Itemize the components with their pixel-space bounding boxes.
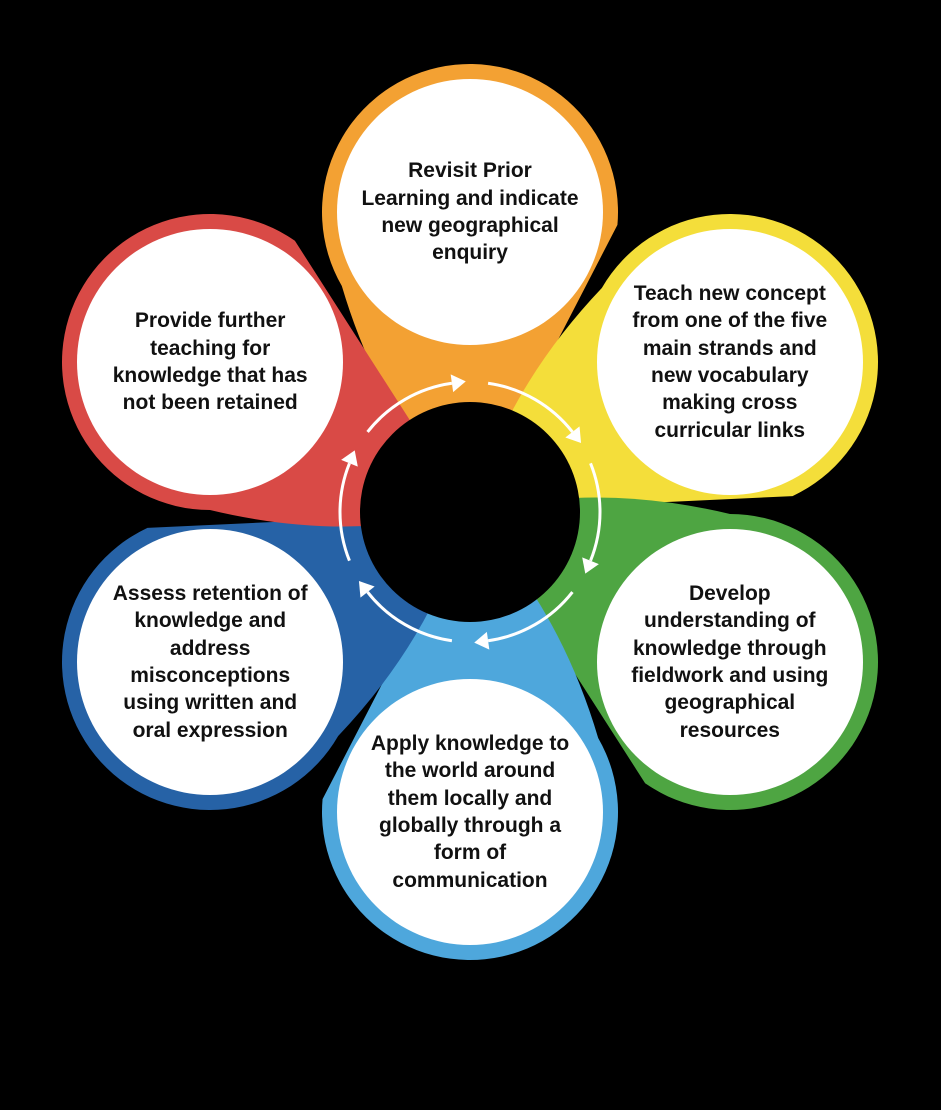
cycle-arrow-ring [320, 362, 620, 662]
petal-label-2: Develop understanding of knowledge throu… [621, 580, 839, 744]
petal-label-1: Teach new concept from one of the five m… [621, 280, 839, 444]
petal-label-3: Apply knowledge to the world around them… [361, 730, 579, 894]
petal-label-0: Revisit Prior Learning and indicate new … [361, 157, 579, 266]
petal-bubble-5: Provide further teaching for knowledge t… [77, 229, 343, 495]
petal-bubble-2: Develop understanding of knowledge throu… [597, 529, 863, 795]
petal-label-5: Provide further teaching for knowledge t… [101, 307, 319, 416]
cycle-diagram: Revisit Prior Learning and indicate new … [0, 0, 941, 1024]
